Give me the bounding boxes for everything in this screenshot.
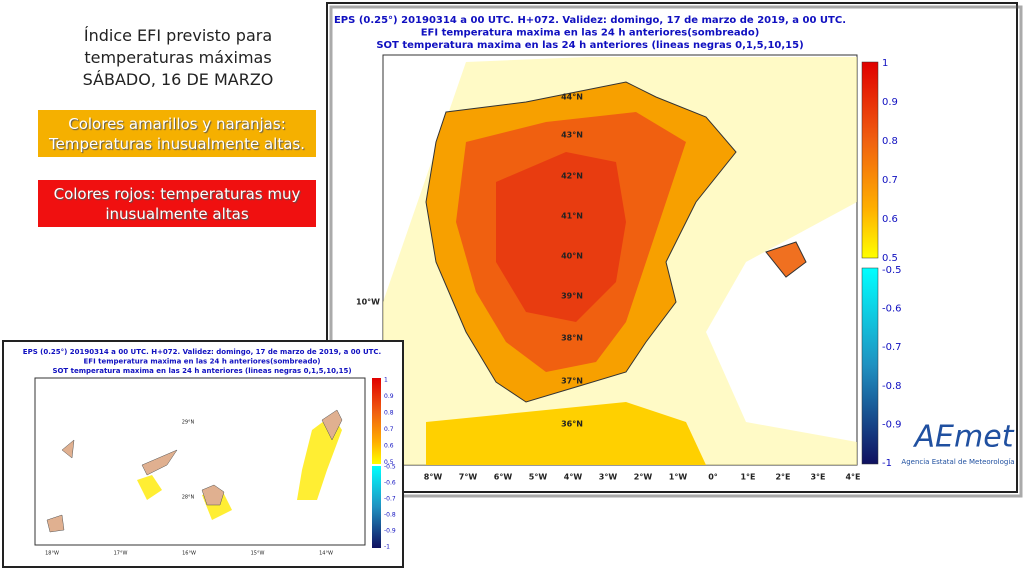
colorbar-label: 0.6	[882, 214, 898, 225]
longitude-label: 17°W	[114, 551, 128, 557]
longitude-label: 18°W	[45, 551, 59, 557]
colorbar-label: -0.6	[384, 480, 396, 487]
latitude-label: 44°N	[561, 93, 583, 102]
colorbar-label: 0.7	[882, 175, 898, 186]
latitude-label: 43°N	[561, 131, 583, 140]
map-title: EFI temperatura maxima en las 24 h anter…	[84, 358, 321, 366]
note-text: Colores amarillos y naranjas:	[68, 114, 286, 133]
island	[141, 449, 178, 476]
colorbar-warm	[372, 378, 381, 464]
colorbar-warm	[861, 61, 879, 259]
colorbar-label: -1	[384, 544, 390, 551]
note-text: Colores rojos: temperaturas muy	[53, 184, 301, 203]
colorbar-cold	[372, 466, 381, 548]
longitude-label: 15°W	[251, 551, 265, 557]
map-title: SOT temperatura maxima en las 24 h anter…	[52, 367, 351, 375]
colorbar-label: -0.5	[384, 464, 396, 471]
longitude-label: 7°W	[459, 473, 478, 482]
island	[61, 439, 75, 459]
slide-title: Índice EFI previsto para	[83, 26, 273, 45]
colorbar-label: -0.6	[882, 304, 902, 315]
slide-title: temperaturas máximas	[84, 48, 272, 67]
latitude-label: 41°N	[561, 212, 583, 221]
colorbar-label: -0.9	[384, 528, 396, 535]
colorbar-label: 0.5	[384, 459, 394, 466]
map	[382, 54, 858, 466]
map-title: EPS (0.25°) 20190314 a 00 UTC. H+072. Va…	[334, 15, 846, 26]
island	[46, 514, 65, 533]
longitude-label: 2°E	[775, 473, 790, 482]
note-text: Temperaturas inusualmente altas.	[49, 134, 305, 153]
longitude-label: 2°W	[634, 473, 653, 482]
colorbar-label: -0.7	[882, 342, 902, 353]
island	[321, 409, 343, 441]
colorbar-label: 0.6	[384, 443, 394, 450]
note-yellow: Colores amarillos y naranjas: Temperatur…	[38, 110, 316, 157]
colorbar-label: 1	[882, 58, 888, 69]
longitude-label: 6°W	[494, 473, 513, 482]
latitude-label: 37°N	[561, 377, 583, 386]
latitude-label: 39°N	[561, 292, 583, 301]
longitude-label: 4°W	[564, 473, 583, 482]
longitude-label: 0°	[708, 473, 718, 482]
latitude-label: 40°N	[561, 252, 583, 261]
longitude-label: 8°W	[424, 473, 443, 482]
colorbar-label: -1	[882, 458, 892, 469]
colorbar-label: -0.9	[882, 419, 902, 430]
colorbar-cold	[861, 267, 879, 465]
longitude-label: 3°W	[599, 473, 618, 482]
longitude-label: 4°E	[845, 473, 860, 482]
colorbar-label: -0.8	[882, 381, 902, 392]
latitude-label: 38°N	[561, 334, 583, 343]
longitude-label: 1°E	[740, 473, 755, 482]
logo-subtitle: Agencia Estatal de Meteorología	[901, 458, 1014, 466]
map-title: EFI temperatura maxima en las 24 h anter…	[421, 28, 760, 39]
map-title: SOT temperatura maxima en las 24 h anter…	[376, 40, 803, 51]
longitude-label: 3°E	[810, 473, 825, 482]
colorbar-label: 0.7	[384, 426, 394, 433]
island	[201, 484, 225, 506]
slide-title: SÁBADO, 16 DE MARZO	[82, 70, 274, 89]
latitude-label: 42°N	[561, 172, 583, 181]
longitude-label: 10°W	[356, 298, 380, 307]
colorbar-label: 0.8	[384, 410, 394, 417]
colorbar-label: -0.8	[384, 512, 396, 519]
note-text: inusualmente altas	[105, 204, 249, 223]
island	[765, 241, 807, 278]
coastline	[425, 81, 737, 403]
longitude-label: 5°W	[529, 473, 548, 482]
main-map-panel: AEmet Agencia Estatal de Meteorología EP…	[326, 2, 1023, 498]
africa-shade	[426, 402, 706, 465]
latitude-label: 28°N	[182, 495, 195, 501]
note-red: Colores rojos: temperaturas muy inusualm…	[38, 180, 316, 227]
colorbar-label: 0.9	[882, 97, 898, 108]
yellow-area	[137, 475, 162, 500]
map-title: EPS (0.25°) 20190314 a 00 UTC. H+072. Va…	[23, 348, 381, 356]
colorbar-label: 1	[384, 377, 388, 384]
logo: AEmet	[913, 420, 1015, 455]
longitude-label: 14°W	[319, 551, 333, 557]
longitude-label: 16°W	[182, 551, 196, 557]
latitude-label: 29°N	[182, 420, 195, 426]
land-red	[496, 152, 626, 322]
colorbar-label: -0.7	[384, 496, 396, 503]
colorbar-label: 0.8	[882, 136, 898, 147]
latitude-label: 36°N	[561, 420, 583, 429]
colorbar-label: -0.5	[882, 265, 902, 276]
panel-shadow	[329, 5, 1023, 498]
colorbar-label: 0.9	[384, 393, 394, 400]
inset-map-panel: EPS (0.25°) 20190314 a 00 UTC. H+072. Va…	[2, 340, 404, 568]
longitude-label: 1°W	[669, 473, 688, 482]
colorbar-label: 0.5	[882, 253, 898, 264]
